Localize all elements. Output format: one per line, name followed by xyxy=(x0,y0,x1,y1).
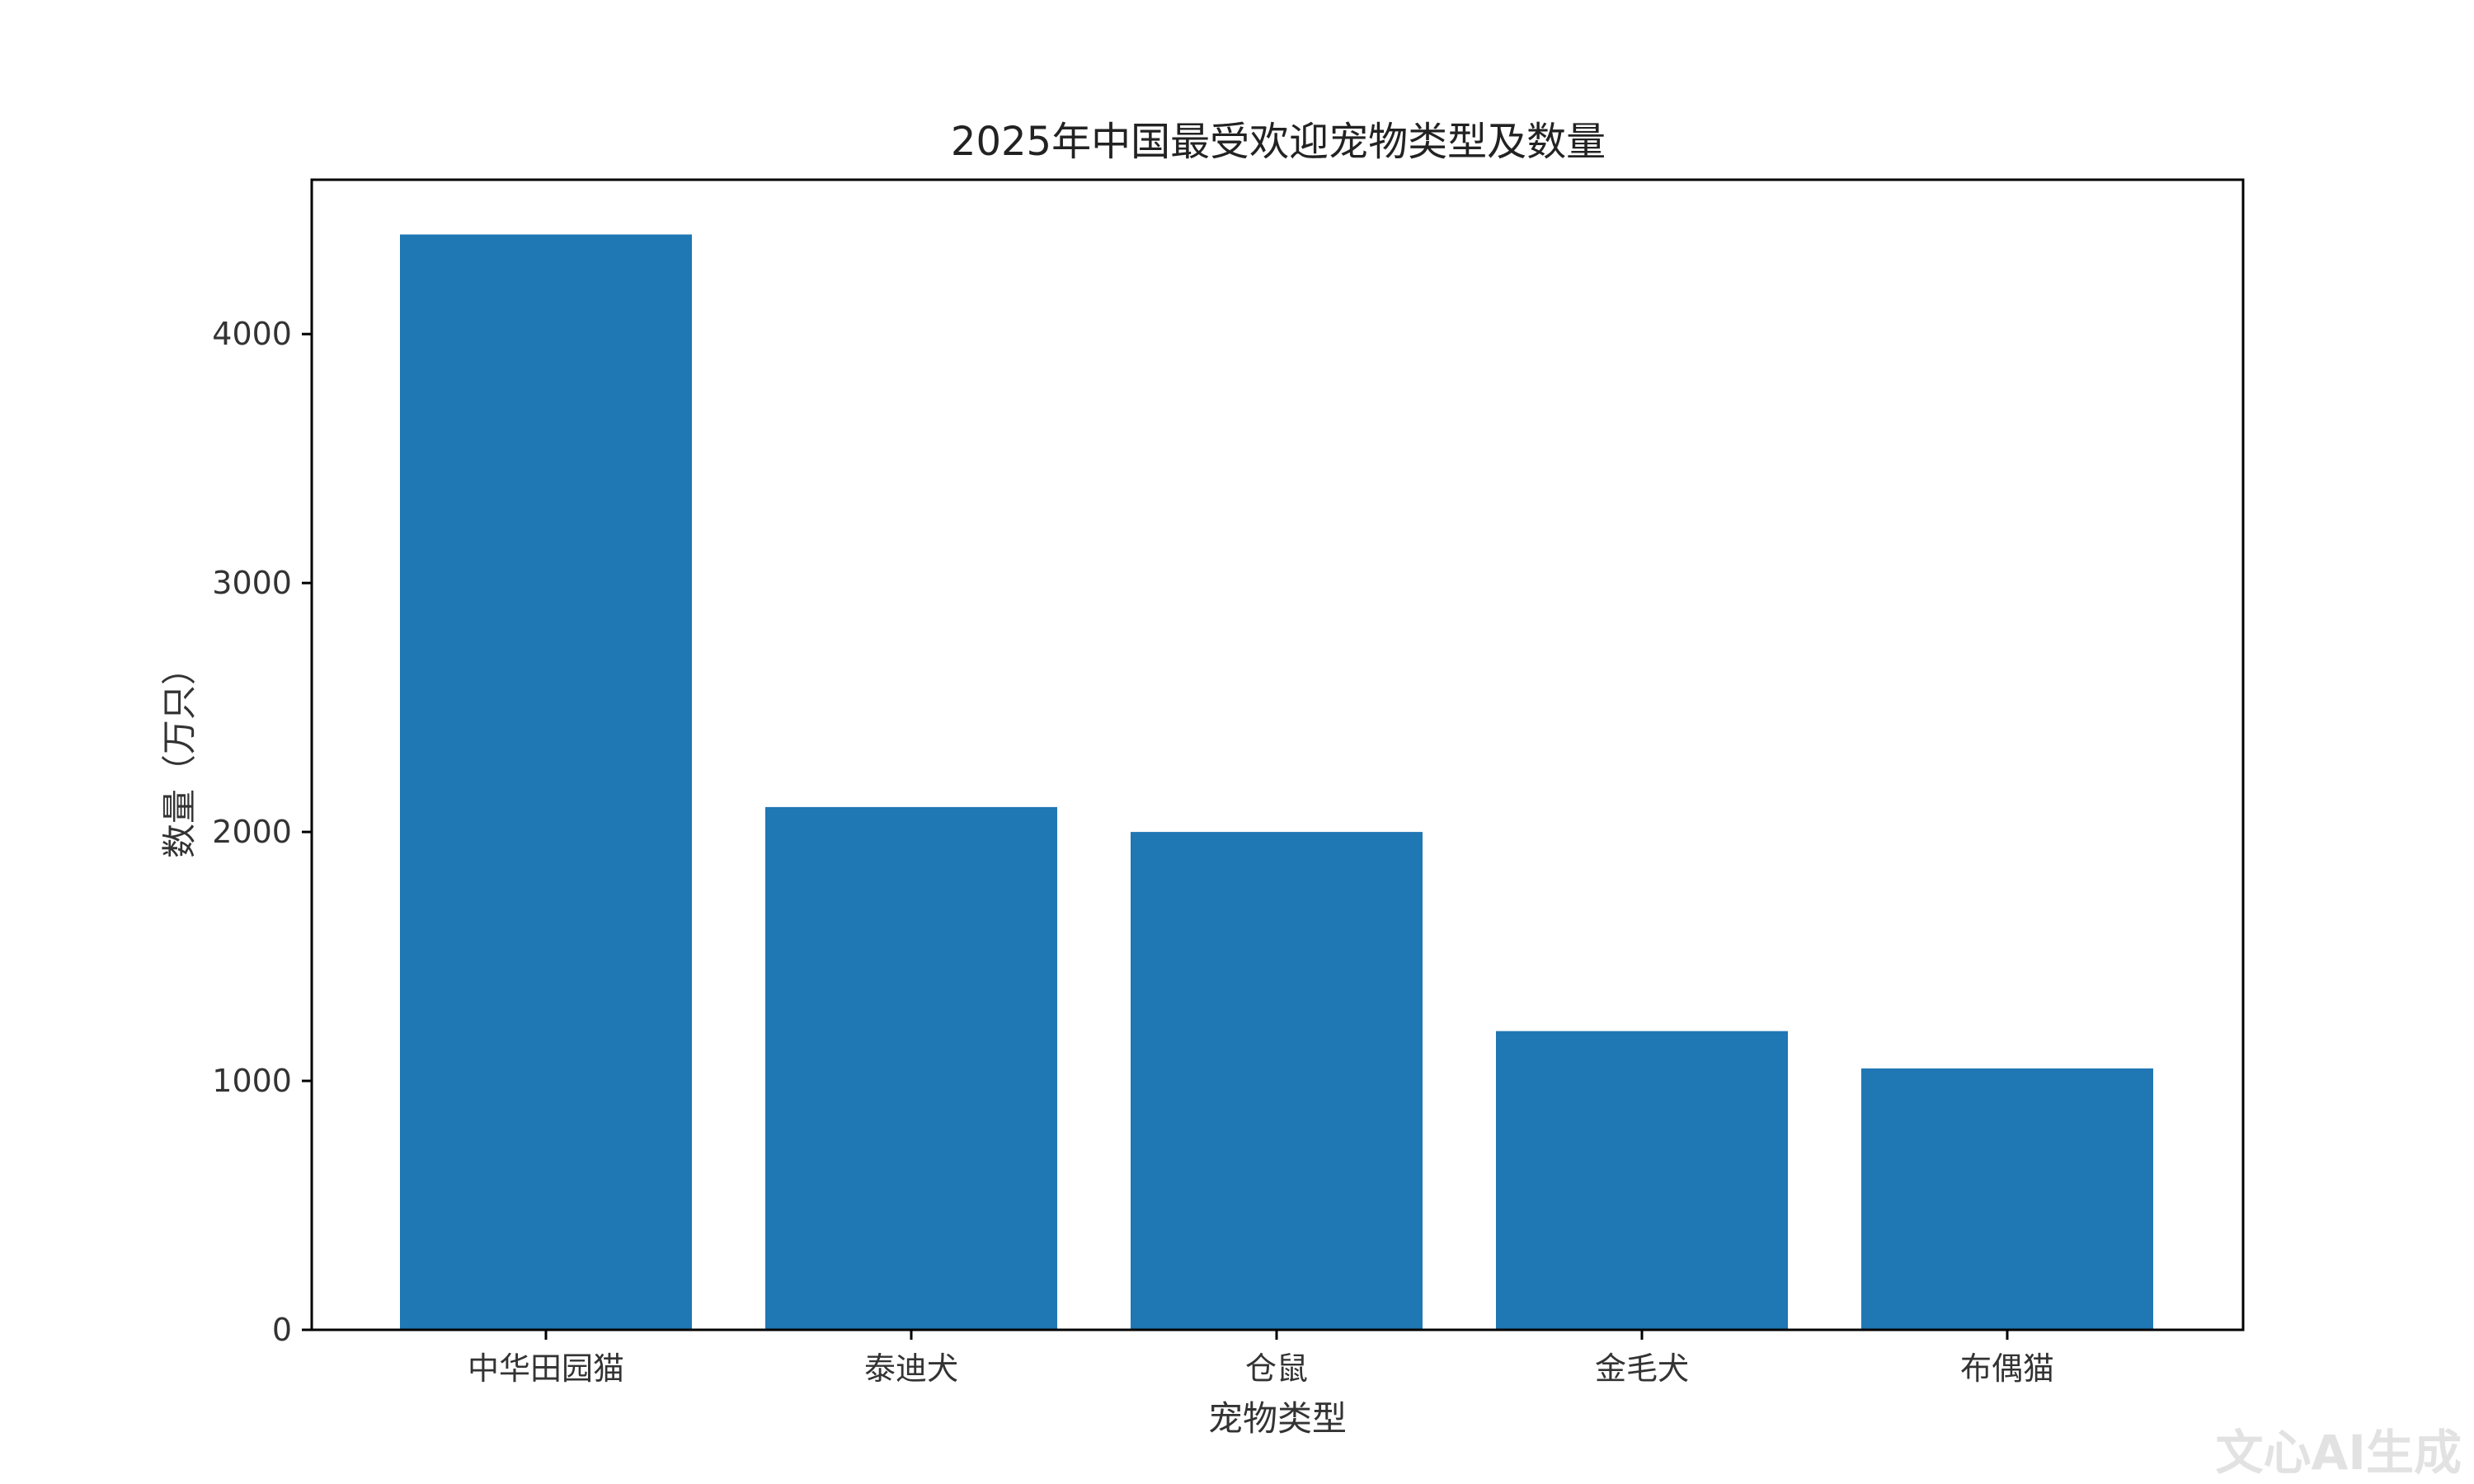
bar-5 xyxy=(1861,1068,2153,1330)
bar-series xyxy=(400,234,2153,1330)
bar-2 xyxy=(765,806,1057,1330)
x-axis-title: 宠物类型 xyxy=(1208,1398,1347,1439)
y-tick-label: 1000 xyxy=(212,1063,292,1099)
y-tick-label: 2000 xyxy=(212,814,292,850)
bar-3 xyxy=(1131,832,1423,1330)
bar-1 xyxy=(400,234,692,1330)
bar-4 xyxy=(1496,1031,1788,1330)
y-tick-label: 0 xyxy=(272,1312,292,1348)
x-tick-label: 仓鼠 xyxy=(1245,1350,1308,1387)
x-tick-label: 布偶猫 xyxy=(1960,1350,2054,1387)
x-tick-label: 中华田园猫 xyxy=(468,1350,624,1387)
plot-area-frame xyxy=(310,178,2245,1331)
y-axis-title: 数量（万只） xyxy=(159,650,200,858)
y-axis-ticks: 0 1000 2000 3000 4000 xyxy=(212,316,312,1348)
x-tick-label: 泰迪犬 xyxy=(864,1350,958,1387)
x-tick-label: 金毛犬 xyxy=(1595,1350,1689,1387)
y-tick-label: 4000 xyxy=(212,316,292,352)
chart-title: 2025年中国最受欢迎宠物类型及数量 xyxy=(951,119,1606,165)
watermark-text: 文心AI生成 xyxy=(2216,1425,2462,1481)
x-axis-ticks: 中华田园猫 泰迪犬 仓鼠 金毛犬 布偶猫 xyxy=(468,1330,2054,1387)
y-tick-label: 3000 xyxy=(212,565,292,601)
